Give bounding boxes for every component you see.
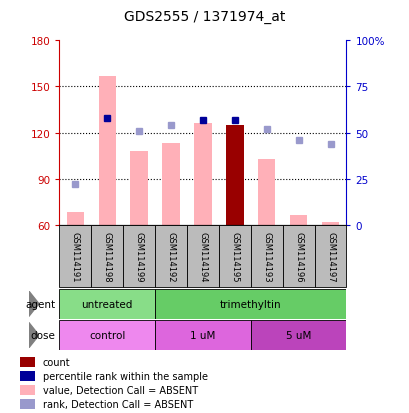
Bar [59, 289, 155, 319]
Bar [20, 357, 35, 367]
Bar [225, 126, 243, 225]
Text: value, Detection Call = ABSENT: value, Detection Call = ABSENT [43, 385, 198, 395]
Bar [20, 371, 35, 381]
Text: dose: dose [30, 330, 55, 340]
Bar [257, 159, 275, 225]
Bar [98, 76, 116, 225]
Text: rank, Detection Call = ABSENT: rank, Detection Call = ABSENT [43, 399, 193, 409]
Text: trimethyltin: trimethyltin [220, 299, 281, 309]
Bar [289, 216, 307, 225]
Text: control: control [89, 330, 125, 340]
Bar [321, 222, 338, 225]
Bar [91, 226, 123, 287]
Bar [20, 399, 35, 409]
Text: GSM114195: GSM114195 [230, 231, 239, 282]
Bar [250, 226, 282, 287]
Text: count: count [43, 357, 70, 367]
Bar [155, 289, 346, 319]
Bar [314, 226, 346, 287]
Text: GSM114197: GSM114197 [325, 231, 334, 282]
Bar [20, 385, 35, 395]
Text: agent: agent [25, 299, 55, 309]
Polygon shape [29, 291, 39, 317]
Bar [66, 213, 84, 225]
Text: GSM114194: GSM114194 [198, 231, 207, 282]
Bar [162, 144, 180, 225]
Text: untreated: untreated [81, 299, 133, 309]
Bar [123, 226, 155, 287]
Text: GSM114191: GSM114191 [71, 231, 80, 282]
Text: percentile rank within the sample: percentile rank within the sample [43, 371, 207, 381]
Bar [218, 226, 250, 287]
Text: GDS2555 / 1371974_at: GDS2555 / 1371974_at [124, 10, 285, 24]
Text: 5 uM: 5 uM [285, 330, 310, 340]
Bar [155, 226, 187, 287]
Text: GSM114198: GSM114198 [103, 231, 112, 282]
Bar [250, 320, 346, 350]
Text: GSM114196: GSM114196 [293, 231, 302, 282]
Text: 1 uM: 1 uM [190, 330, 215, 340]
Text: GSM114199: GSM114199 [134, 231, 143, 282]
Bar [155, 320, 250, 350]
Text: GSM114193: GSM114193 [262, 231, 271, 282]
Polygon shape [29, 323, 39, 348]
Bar [194, 124, 211, 225]
Bar [59, 320, 155, 350]
Bar [282, 226, 314, 287]
Bar [187, 226, 218, 287]
Bar [130, 152, 148, 225]
Text: GSM114192: GSM114192 [166, 231, 175, 282]
Bar [59, 226, 91, 287]
